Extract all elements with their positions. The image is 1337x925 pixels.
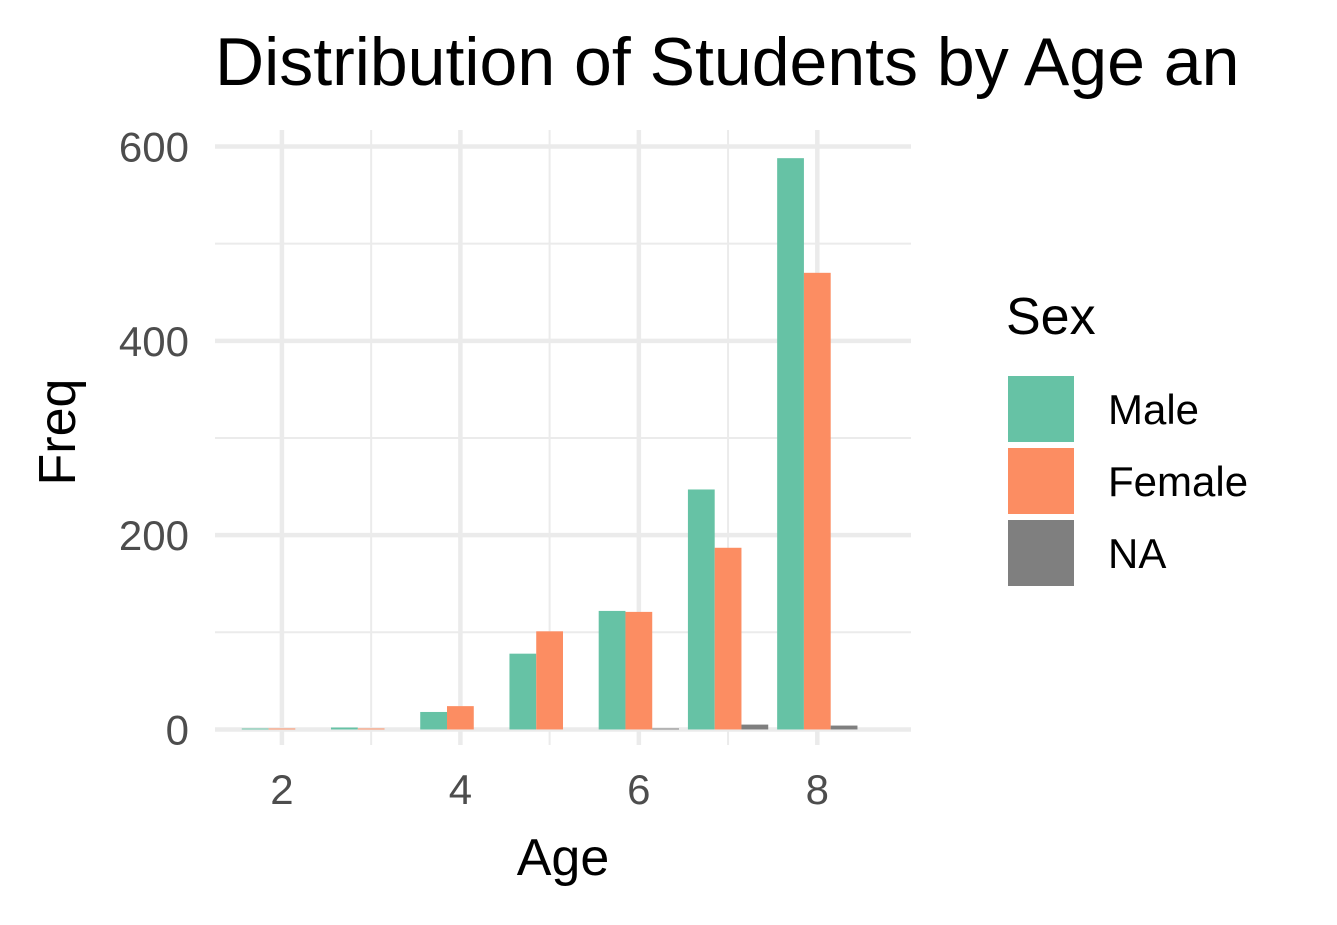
x-axis-label: Age <box>517 829 610 887</box>
legend-key-male <box>1008 376 1074 442</box>
bar-female-age-3 <box>357 728 385 730</box>
y-tick-label: 400 <box>119 318 189 365</box>
x-tick-label: 8 <box>806 766 829 813</box>
bar-female-age-7 <box>714 547 742 730</box>
x-tick-label: 6 <box>627 766 650 813</box>
bar-male-age-2 <box>241 728 269 730</box>
bar-female-age-2 <box>268 728 296 730</box>
bar-na-age-6 <box>652 728 679 730</box>
bar-male-age-3 <box>331 727 358 730</box>
y-tick-label: 200 <box>119 512 189 559</box>
y-axis-label: Freq <box>29 379 87 486</box>
bar-female-age-6 <box>625 611 653 730</box>
y-axis-ticks: 0 200 400 600 <box>119 124 189 754</box>
bar-na-age-8 <box>830 725 858 730</box>
bar-male-age-5 <box>509 653 537 730</box>
y-tick-label: 0 <box>166 706 189 753</box>
bar-female-age-8 <box>803 272 831 730</box>
bar-male-age-6 <box>598 610 626 730</box>
x-axis-ticks: 2 4 6 8 <box>270 766 829 813</box>
bar-female-age-5 <box>536 631 563 730</box>
bar-male-age-4 <box>420 711 447 730</box>
legend-items: Male Female NA <box>1008 376 1248 586</box>
legend-key-na <box>1008 520 1074 586</box>
bar-na-age-7 <box>741 724 769 730</box>
legend-key-female <box>1008 448 1074 514</box>
legend: Sex Male Female NA <box>1006 288 1248 586</box>
chart-title: Distribution of Students by Age an <box>215 24 1239 100</box>
bar-female-age-4 <box>447 706 474 730</box>
x-tick-label: 4 <box>449 766 472 813</box>
legend-title: Sex <box>1006 288 1096 346</box>
legend-label-na: NA <box>1108 530 1166 577</box>
y-tick-label: 600 <box>119 124 189 171</box>
legend-label-female: Female <box>1108 458 1248 505</box>
x-tick-label: 2 <box>270 766 293 813</box>
bar-male-age-7 <box>687 489 715 730</box>
bar-male-age-8 <box>777 158 804 730</box>
legend-label-male: Male <box>1108 386 1199 433</box>
bars <box>241 158 858 730</box>
